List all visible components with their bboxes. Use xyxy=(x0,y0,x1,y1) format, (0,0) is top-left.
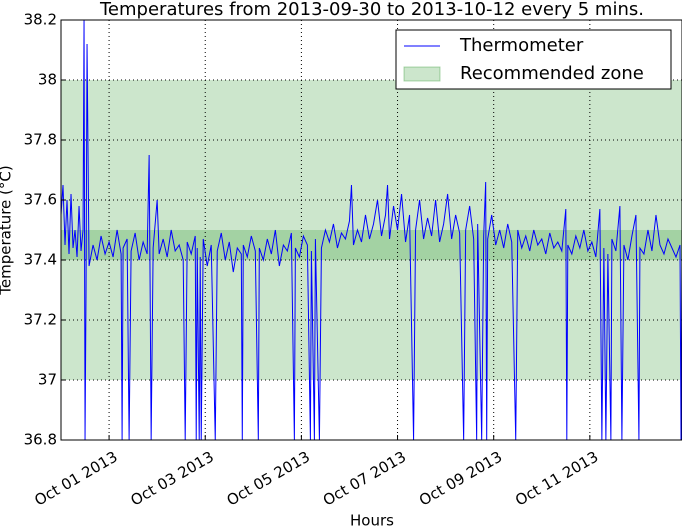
y-tick-label: 38.2 xyxy=(24,11,57,29)
y-tick-label: 37.4 xyxy=(24,251,57,269)
line xyxy=(61,20,682,440)
y-tick-label: 37.2 xyxy=(24,311,57,329)
y-axis-label: Temperature (°C) xyxy=(0,165,15,295)
legend-patch xyxy=(403,66,441,82)
x-tick-label: Oct 07 2013 xyxy=(320,448,409,510)
x-tick-label: Oct 03 2013 xyxy=(128,448,217,510)
chart-title: Temperatures from 2013-09-30 to 2013-10-… xyxy=(99,0,644,20)
x-tick-label: Oct 05 2013 xyxy=(224,448,313,510)
plot-frame xyxy=(60,19,682,441)
legend-label: Thermometer xyxy=(459,35,584,56)
y-tick-label: 36.8 xyxy=(24,431,57,449)
x-tick-label: Oct 09 2013 xyxy=(416,448,505,510)
x-axis-label: Hours xyxy=(350,512,394,527)
x-tick-label: Oct 01 2013 xyxy=(31,448,120,510)
legend-label: Recommended zone xyxy=(460,63,644,84)
legend-box xyxy=(395,29,672,90)
y-tick-label: 37 xyxy=(38,371,57,389)
plot-area xyxy=(61,20,682,440)
y-tick-label: 38 xyxy=(38,71,57,89)
x-tick-label: Oct 11 2013 xyxy=(512,448,601,510)
y-tick-label: 37.8 xyxy=(24,131,57,149)
y-tick-label: 37.6 xyxy=(24,191,57,209)
